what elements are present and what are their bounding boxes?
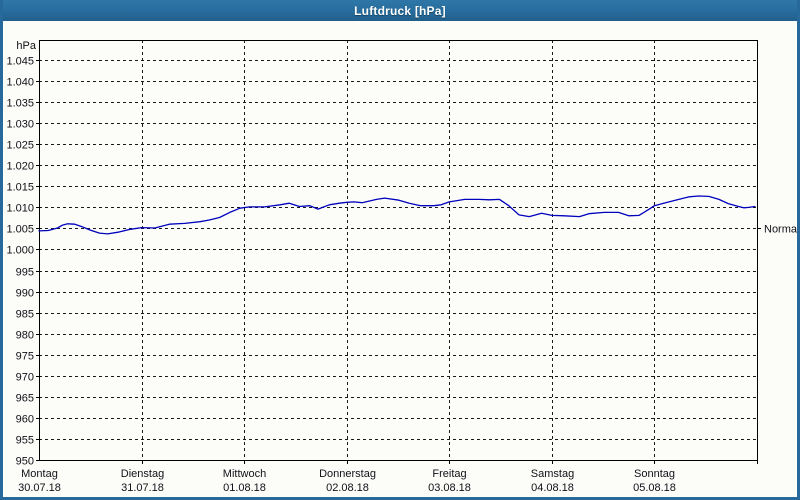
x-weekday-label: Montag: [21, 468, 58, 480]
y-tick-label: 955: [16, 435, 34, 447]
y-tick-label: 980: [16, 330, 34, 342]
x-date-label: 31.07.18: [121, 482, 164, 494]
pressure-chart: 1.045 1.040 1.035 1.030 1.025 1.020 1.015 1.010…: [6, 40, 799, 494]
x-weekday-label: Samstag: [531, 468, 574, 480]
y-tick-label: 995: [16, 267, 34, 279]
y-tick-label: 1.010: [6, 203, 34, 215]
y-tick-label: 1.020: [6, 161, 34, 173]
y-tick-label: 970: [16, 372, 34, 384]
x-date-label: 05.08.18: [633, 482, 676, 494]
y-tick-label: 950: [16, 456, 34, 468]
chart-container: 1.045 1.040 1.035 1.030 1.025 1.020 1.015 1.010…: [3, 21, 799, 497]
y-tick-label: 1.005: [6, 224, 34, 236]
y-tick-label: 975: [16, 351, 34, 363]
y-tick-label: 1.025: [6, 140, 34, 152]
normal-annotation-label: Normal: [764, 224, 797, 236]
x-axis-labels: Montag 30.07.18 Dienstag 31.07.18 Mittwoch 01…: [18, 468, 676, 494]
x-date-label: 30.07.18: [18, 482, 61, 494]
axis-ticks: [36, 60, 758, 464]
y-tick-label: 965: [16, 393, 34, 405]
x-weekday-label: Mittwoch: [223, 468, 266, 480]
window-title: Luftdruck [hPa]: [354, 3, 446, 18]
y-axis-labels: 1.045 1.040 1.035 1.030 1.025 1.020 1.015 1.010…: [6, 40, 36, 468]
x-date-label: 02.08.18: [326, 482, 369, 494]
y-axis-unit-label: hPa: [16, 40, 36, 52]
y-tick-label: 1.030: [6, 119, 34, 131]
x-date-label: 03.08.18: [428, 482, 471, 494]
y-tick-label: 1.040: [6, 77, 34, 89]
y-tick-label: 985: [16, 309, 34, 321]
y-tick-label: 1.035: [6, 98, 34, 110]
pressure-line: [38, 195, 756, 235]
titlebar: Luftdruck [hPa]: [3, 0, 797, 21]
x-date-label: 04.08.18: [531, 482, 574, 494]
x-weekday-label: Freitag: [432, 468, 466, 480]
y-tick-label: 1.000: [6, 245, 34, 257]
gridlines: [39, 40, 757, 460]
x-weekday-label: Donnerstag: [319, 468, 376, 480]
x-weekday-label: Sonntag: [634, 468, 675, 480]
plot-border: [39, 40, 758, 461]
y-tick-label: 990: [16, 288, 34, 300]
y-tick-label: 1.015: [6, 182, 34, 194]
y-tick-label: 960: [16, 414, 34, 426]
x-weekday-label: Dienstag: [121, 468, 164, 480]
y-tick-label: 1.045: [6, 56, 34, 68]
x-date-label: 01.08.18: [223, 482, 266, 494]
